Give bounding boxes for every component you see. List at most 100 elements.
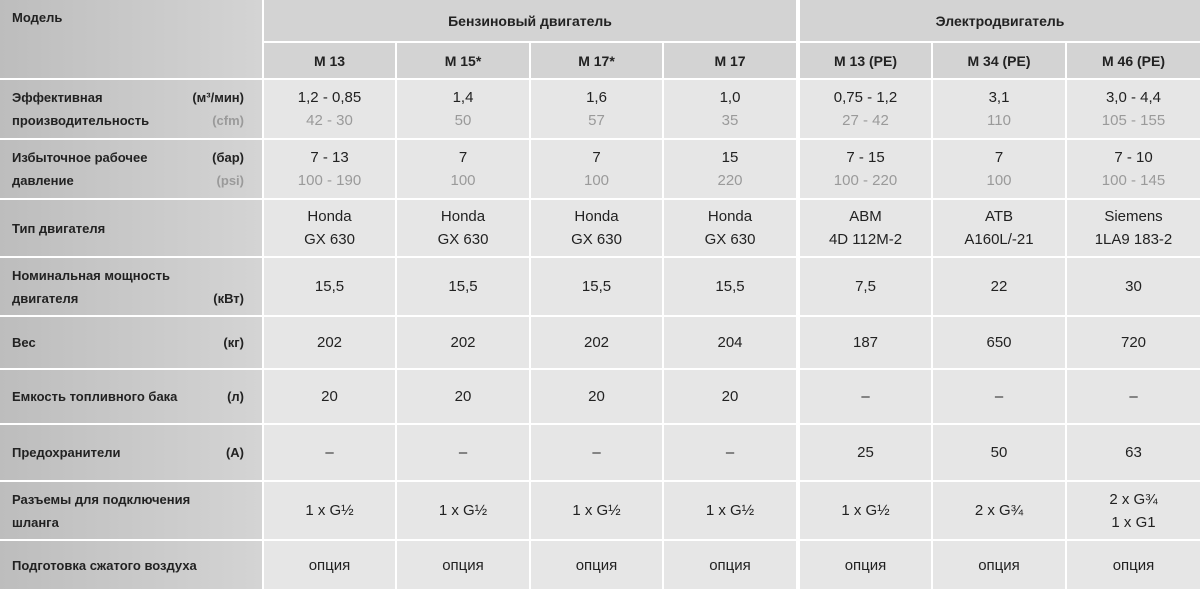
cell-value: опция xyxy=(978,556,1020,574)
cell-value: 187 xyxy=(852,334,879,351)
cell-value: опция xyxy=(844,556,887,574)
row-label-line: Предохранители (A) xyxy=(12,441,244,464)
cell-value: опция xyxy=(709,556,751,574)
data-cell: 202 xyxy=(397,317,529,368)
model-header: M 15* xyxy=(397,43,529,78)
cell-value: Honda xyxy=(440,208,486,225)
row-label-line: давление (psi) xyxy=(12,169,244,192)
data-cell: 15,5 xyxy=(664,258,796,315)
cell-value: 1 x G½ xyxy=(305,502,354,519)
data-cell: 15 220 xyxy=(664,140,796,198)
cell-value: 7 - 10 xyxy=(1114,149,1153,166)
cell-value: 15,5 xyxy=(448,278,478,295)
row-label: Вес (кг) xyxy=(0,317,262,368)
cell-value: 42 - 30 xyxy=(306,112,353,129)
data-cell: 25 xyxy=(800,425,931,480)
group-title: Электродвигатель xyxy=(935,12,1065,29)
cell-value: 30 xyxy=(1125,278,1142,295)
data-cell: 1 x G½ xyxy=(264,482,395,539)
data-cell: 1,2 - 0,85 42 - 30 xyxy=(264,80,395,138)
cell-value: – xyxy=(725,444,735,461)
data-cell: 650 xyxy=(933,317,1065,368)
model-name: M 15* xyxy=(444,52,482,69)
data-cell: 7 100 xyxy=(397,140,529,198)
row-label-line: двигателя (кВт) xyxy=(12,287,244,310)
cell-value: 35 xyxy=(721,112,739,129)
data-cell: 7 100 xyxy=(531,140,662,198)
data-cell: 7 - 15 100 - 220 xyxy=(800,140,931,198)
model-header: M 13 (PE) xyxy=(800,43,931,78)
data-cell: 1,4 50 xyxy=(397,80,529,138)
group-title: Бензиновый двигатель xyxy=(448,12,612,29)
cell-value: Honda xyxy=(307,208,352,225)
model-label: Модель xyxy=(12,10,63,25)
cell-value: 57 xyxy=(588,112,605,129)
cell-value: 100 xyxy=(450,172,476,189)
data-cell: 1 x G½ xyxy=(800,482,931,539)
data-cell: Honda GX 630 xyxy=(264,200,395,256)
cell-value: опция xyxy=(442,556,484,574)
row-unit: (л) xyxy=(227,389,244,404)
cell-value: – xyxy=(1129,388,1138,405)
cell-value: Honda xyxy=(707,208,753,225)
cell-value: 1,0 xyxy=(719,89,741,106)
row-label-line: Номинальная мощность xyxy=(12,264,244,287)
cell-value: 15 xyxy=(721,149,739,166)
row-label-line: Подготовка сжатого воздуха xyxy=(12,554,244,577)
cell-value: – xyxy=(458,444,468,461)
data-cell: 15,5 xyxy=(531,258,662,315)
cell-value: 720 xyxy=(1120,334,1147,351)
row-label-line: шланга xyxy=(12,511,244,534)
cell-value: 4D 112M-2 xyxy=(828,231,903,248)
cell-value: 7 - 15 xyxy=(846,149,885,166)
row-label-line: Эффективная (м³/мин) xyxy=(12,86,244,109)
cell-value: 1 x G1 xyxy=(1111,513,1156,531)
data-cell: 204 xyxy=(664,317,796,368)
cell-value: 2 x G¾ xyxy=(1109,490,1158,508)
cell-value: 650 xyxy=(986,334,1012,351)
cell-value: 100 - 190 xyxy=(297,172,362,189)
cell-value: GX 630 xyxy=(704,231,756,248)
cell-value: – xyxy=(861,388,870,405)
cell-value: 1,4 xyxy=(452,89,474,106)
row-label-line: Емкость топливного бака (л) xyxy=(12,385,244,408)
model-header: M 17 xyxy=(664,43,796,78)
data-cell: 15,5 xyxy=(264,258,395,315)
data-cell: 1 x G½ xyxy=(531,482,662,539)
data-cell: 7 100 xyxy=(933,140,1065,198)
row-label-line: Избыточное рабочее (бар) xyxy=(12,146,244,169)
model-name: M 13 (PE) xyxy=(833,52,897,69)
cell-value: 1,2 - 0,85 xyxy=(297,89,362,106)
data-cell: ATB A160L/-21 xyxy=(933,200,1065,256)
model-name: M 34 (PE) xyxy=(967,52,1031,69)
data-cell: опция xyxy=(264,541,395,589)
row-label-text: Вес xyxy=(12,335,36,350)
cell-value: 1 x G½ xyxy=(841,502,890,519)
model-name: M 13 xyxy=(313,52,346,69)
row-label-line: Разъемы для подключения xyxy=(12,488,244,511)
row-label: Подготовка сжатого воздуха xyxy=(0,541,262,589)
row-label-line: Вес (кг) xyxy=(12,331,244,354)
cell-value: ABM xyxy=(849,208,882,225)
cell-value: 7 xyxy=(458,149,468,166)
data-cell: Honda GX 630 xyxy=(531,200,662,256)
data-cell: – xyxy=(933,370,1065,423)
row-label-text: производительность xyxy=(12,113,150,128)
cell-value: 15,5 xyxy=(581,278,612,295)
cell-value: 202 xyxy=(450,334,476,351)
cell-value: 100 - 220 xyxy=(833,172,898,189)
data-cell: – xyxy=(664,425,796,480)
data-cell: 720 xyxy=(1067,317,1200,368)
cell-value: GX 630 xyxy=(571,231,622,248)
cell-value: 7 xyxy=(994,149,1004,166)
cell-value: 1 x G½ xyxy=(438,502,488,519)
model-header: M 13 xyxy=(264,43,395,78)
data-cell: 0,75 - 1,2 27 - 42 xyxy=(800,80,931,138)
row-unit: (кВт) xyxy=(213,290,244,306)
cell-value: GX 630 xyxy=(304,231,355,248)
data-cell: 7 - 13 100 - 190 xyxy=(264,140,395,198)
cell-value: 15,5 xyxy=(314,278,345,295)
row-label-text: Емкость топливного бака xyxy=(12,389,178,404)
row-label-text: Тип двигателя xyxy=(12,220,106,236)
